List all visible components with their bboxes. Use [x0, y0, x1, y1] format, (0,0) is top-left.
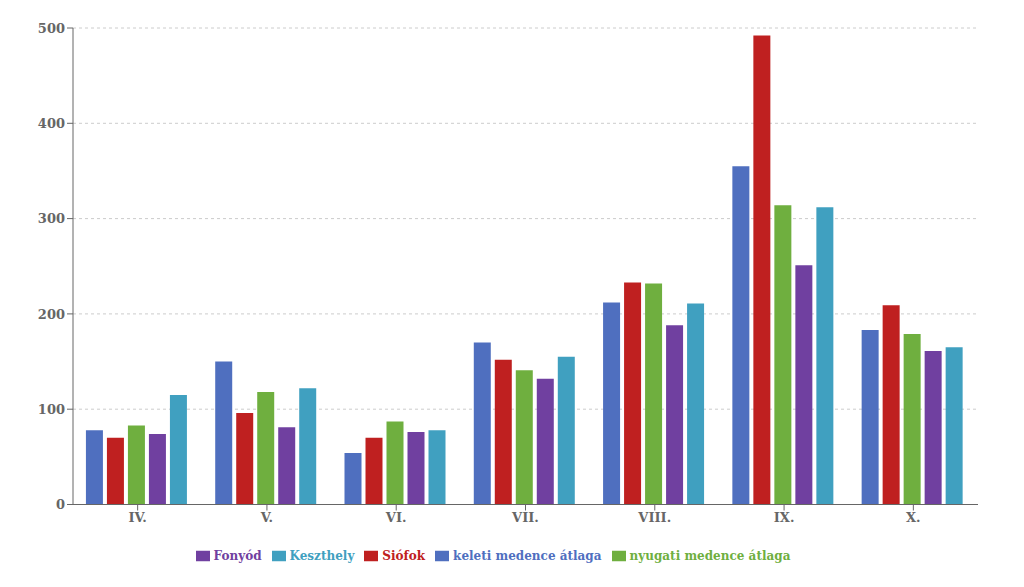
svg-text:VII.: VII. — [511, 510, 539, 525]
svg-text:V.: V. — [260, 510, 273, 525]
svg-text:VI.: VI. — [385, 510, 407, 525]
svg-text:X.: X. — [906, 510, 921, 525]
svg-text:400: 400 — [38, 116, 65, 131]
html-text:keleti medence átlaga: keleti medence átlaga — [453, 548, 602, 563]
svg-text:200: 200 — [38, 307, 65, 322]
html-text:Fonyód: Fonyód — [213, 548, 262, 563]
svg-text:100: 100 — [38, 402, 65, 417]
svg-text:300: 300 — [38, 211, 65, 226]
html-text:Siófok: Siófok — [382, 548, 426, 563]
html-text:Keszthely: Keszthely — [289, 548, 355, 563]
svg-text:IX.: IX. — [774, 510, 795, 525]
html-text:nyugati medence átlaga: nyugati medence átlaga — [629, 548, 791, 563]
svg-text:IV.: IV. — [128, 510, 146, 525]
svg-text:VIII.: VIII. — [637, 510, 671, 525]
svg-text:500: 500 — [38, 21, 65, 36]
svg-text:0: 0 — [56, 497, 65, 512]
